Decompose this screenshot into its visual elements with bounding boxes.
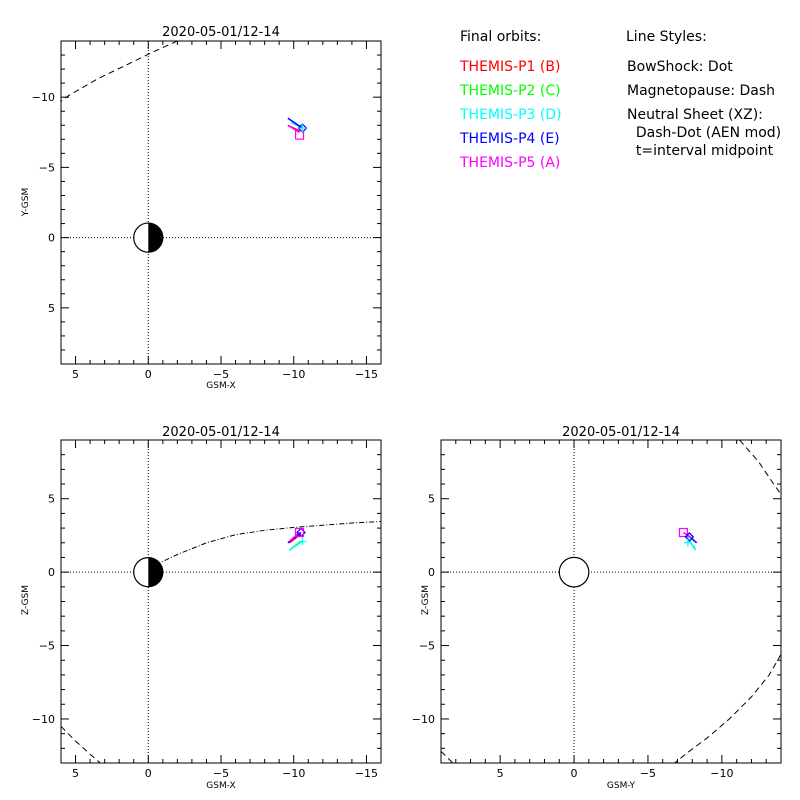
y-tick-label: −5 [39, 640, 55, 653]
y-tick-label: 0 [48, 232, 55, 245]
x-tick-label: −15 [355, 368, 378, 381]
orbit-end-marker-p3 [298, 124, 307, 133]
x-tick-label: −5 [640, 767, 656, 780]
orbit-end-marker-p5 [678, 527, 689, 538]
y-tick-label: −5 [419, 640, 435, 653]
y-tick-label: −10 [32, 713, 55, 726]
legend-style-neutral-sheet: Neutral Sheet (XZ): [627, 107, 763, 123]
xy-plot-panel: 2020-05-01/12-14 GSM-X Y-GSM 5 0 −5 −10 −15 5… [21, 25, 382, 391]
x-tick-label: −5 [213, 767, 229, 780]
plot-title: 2020-05-01/12-14 [162, 25, 280, 40]
boundary-dashed-line [61, 725, 101, 763]
y-axis-label: Z-GSM [421, 585, 431, 615]
legend-entry-p4: THEMIS-P4 (E) [459, 131, 560, 147]
plot-area [61, 521, 381, 763]
orbit-line-p1 [288, 533, 302, 544]
orbit-end-marker-p4 [684, 532, 695, 542]
plot-frame [440, 439, 782, 764]
x-tick-label: 0 [145, 767, 152, 780]
xz-plot-panel: 2020-05-01/12-14 GSM-X Z-GSM 5 0 −5 −10 −15 5… [21, 425, 382, 791]
legend-entry-p2: THEMIS-P2 (C) [459, 83, 561, 99]
x-tick-label: 0 [145, 368, 152, 381]
y-tick-label: 0 [48, 566, 55, 579]
legend: Final orbits: THEMIS-P1 (B) THEMIS-P2 (C… [459, 29, 781, 171]
x-tick-label: −10 [710, 767, 733, 780]
x-tick-label: 5 [497, 767, 504, 780]
orbit-end-marker-p5 [294, 527, 305, 538]
orbit-end-marker-p3 [298, 537, 307, 546]
x-tick-label: 0 [571, 767, 578, 780]
x-tick-label: −10 [282, 368, 305, 381]
boundary-dashed-segment [674, 654, 781, 763]
legend-orbits-heading: Final orbits: [460, 29, 541, 45]
y-axis-label: Y-GSM [21, 188, 31, 217]
y-tick-label: −10 [32, 91, 55, 104]
x-axis-label: GSM-X [206, 381, 235, 391]
legend-style-magnetopause: Magnetopause: Dash [627, 83, 775, 99]
x-tick-label: −10 [282, 767, 305, 780]
x-tick-label: −5 [213, 368, 229, 381]
plot-title: 2020-05-01/12-14 [562, 425, 680, 440]
yz-plot-panel: 2020-05-01/12-14 GSM-Y Z-GSM 5 0 −5 −10 5 0 −5… [412, 425, 782, 791]
legend-entry-p3: THEMIS-P3 (D) [459, 107, 562, 123]
boundary-dashed-line [61, 41, 178, 102]
plot-area [61, 41, 308, 253]
plot-frame [60, 439, 382, 764]
legend-entry-p1: THEMIS-P1 (B) [459, 59, 560, 75]
plot-frame [60, 40, 382, 365]
x-axis-label: GSM-Y [607, 781, 636, 791]
legend-style-dashdot: Dash-Dot (AEN mod) [627, 125, 781, 141]
x-tick-label: 5 [72, 368, 79, 381]
earth-night-side [148, 223, 163, 253]
orbit-line-p3 [288, 540, 303, 551]
earth-night-side [148, 557, 163, 587]
y-tick-label: 5 [428, 493, 435, 506]
plot-title: 2020-05-01/12-14 [162, 425, 280, 440]
legend-entry-p5: THEMIS-P5 (A) [459, 155, 560, 171]
boundary-dashed-segment [739, 440, 781, 495]
boundary-dashed-segment [441, 750, 454, 763]
x-tick-label: −15 [355, 767, 378, 780]
plot-area [441, 440, 781, 763]
orbit-end-marker-p3 [683, 538, 692, 547]
y-axis-label: Z-GSM [21, 585, 31, 615]
y-tick-label: −10 [412, 713, 435, 726]
y-tick-label: −5 [39, 161, 55, 174]
legend-style-bowshock: BowShock: Dot [627, 59, 733, 75]
orbit-end-marker-p5 [294, 130, 305, 140]
y-tick-label: 5 [48, 493, 55, 506]
legend-style-midpoint: t=interval midpoint [627, 143, 774, 159]
x-axis-label: GSM-X [206, 781, 235, 791]
neutral-sheet-line [155, 521, 381, 566]
y-tick-label: 5 [48, 302, 55, 315]
y-tick-label: 0 [428, 566, 435, 579]
earth-circle [558, 556, 590, 588]
legend-styles-heading: Line Styles: [626, 29, 707, 45]
x-tick-label: 5 [72, 767, 79, 780]
